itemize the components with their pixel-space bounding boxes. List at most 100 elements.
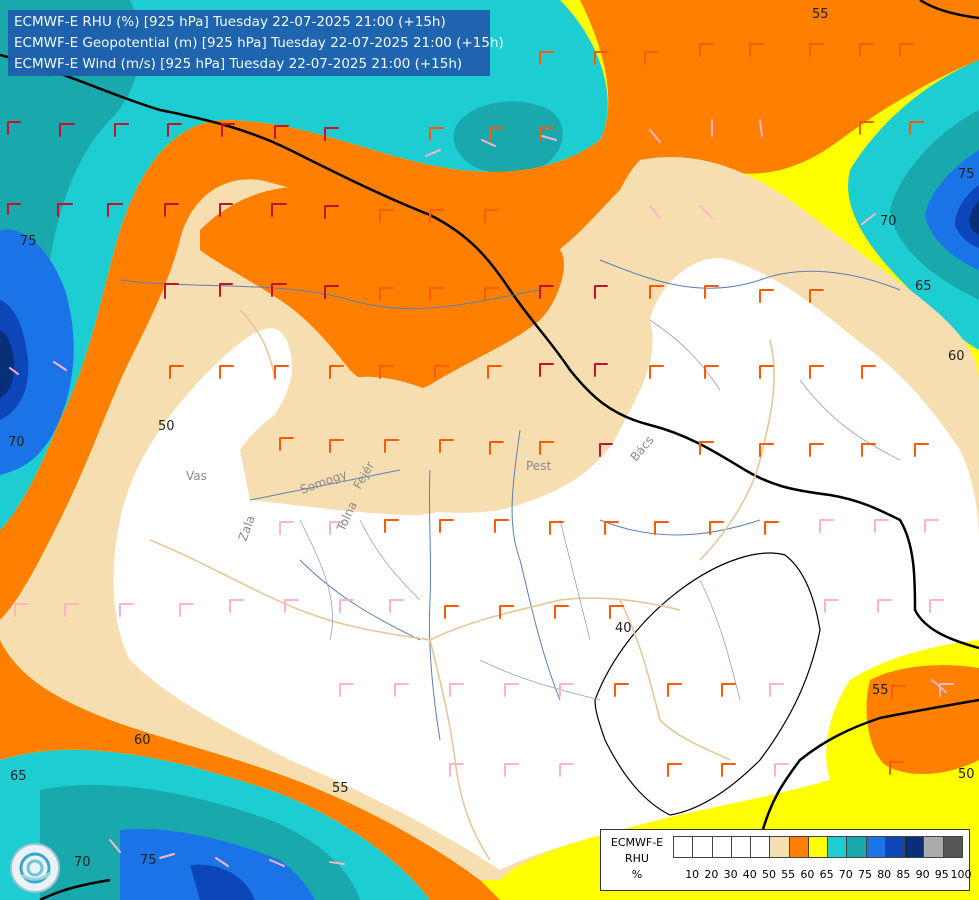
wind-barb (274, 125, 289, 139)
wind-barb (53, 361, 67, 371)
wind-barb (759, 119, 763, 137)
field-navy-ne (969, 200, 979, 235)
wind-barb (434, 365, 449, 379)
wind-barb (599, 443, 613, 457)
contour-label: 40 (615, 621, 632, 636)
wind-barb (861, 443, 876, 457)
wind-barb (159, 853, 175, 859)
wind-barb (329, 521, 344, 535)
wind-barb (269, 859, 285, 867)
wind-barb (594, 285, 608, 299)
wind-barb (539, 363, 554, 377)
legend-swatch (712, 837, 732, 857)
wind-barb (484, 209, 499, 223)
wind-barb (859, 43, 874, 57)
wind-barb (704, 285, 719, 299)
legend-tick-label: 75 (858, 868, 872, 881)
wind-barb (164, 203, 179, 217)
wind-barb (559, 763, 574, 777)
wind-barb (329, 439, 344, 453)
wind-barb (877, 599, 892, 613)
field-white (113, 258, 979, 870)
wind-barb (824, 599, 839, 613)
wind-barb (119, 603, 134, 617)
field-blue-w (0, 229, 74, 475)
county-lines (299, 319, 901, 701)
wind-barb (439, 439, 454, 453)
wind-barb (559, 683, 574, 697)
wind-barb (429, 287, 444, 301)
legend-swatch (789, 837, 809, 857)
wind-barb (429, 209, 444, 223)
wind-barb (539, 127, 554, 141)
contour-label: 65 (915, 279, 932, 294)
wind-barb (271, 283, 287, 297)
wind-barb (859, 121, 874, 135)
wind-barb (339, 599, 354, 613)
legend-tick-label: 65 (819, 868, 834, 881)
wind-barb (449, 763, 464, 777)
wind-barb (429, 127, 444, 141)
wind-barb (721, 683, 736, 697)
legend-swatch (943, 837, 962, 857)
field-orange-inner (200, 186, 564, 393)
wind-barb (654, 521, 669, 535)
wind-barb (484, 287, 499, 301)
wind-barb (721, 763, 736, 777)
wind-barb (114, 123, 129, 137)
legend-swatch (770, 837, 790, 857)
wind-barb (494, 519, 509, 533)
border-line-4 (39, 878, 111, 900)
map-title-panel: ECMWF-E RHU (%) [925 hPa] Tuesday 22-07-… (8, 10, 504, 76)
field-darkblue-ne (955, 185, 979, 248)
contour-label: 55 (872, 683, 889, 698)
field-navy-w (0, 330, 15, 398)
field-cream-inner (240, 376, 540, 515)
wind-barb (609, 605, 624, 619)
wind-barb (861, 213, 876, 225)
wind-barb (329, 861, 345, 865)
wind-barb (487, 365, 502, 379)
wind-barb (924, 519, 939, 533)
wind-barb (759, 365, 774, 379)
border-line-3 (919, 0, 979, 20)
wind-barb (709, 521, 724, 535)
wind-barb (339, 683, 354, 697)
wind-barb (379, 365, 394, 379)
logo-icon (10, 843, 60, 893)
wind-barb (379, 287, 394, 301)
wind-barb (499, 605, 514, 619)
contour-label: 50 (158, 419, 175, 434)
field-teal-nw-blob (453, 101, 563, 175)
wind-barb (931, 679, 947, 693)
title-line-geopotential: ECMWF-E Geopotential (m) [925 hPa] Tuesd… (14, 35, 504, 51)
wind-barb (109, 839, 121, 853)
legend-tick-label: 90 (915, 868, 930, 881)
wind-barb (271, 203, 287, 217)
wind-barb (481, 139, 496, 147)
legend-title-variable: RHU (625, 852, 649, 865)
wind-barb (889, 761, 904, 775)
wind-barb (7, 203, 21, 215)
wind-barb (699, 205, 713, 219)
legend-tick-label: 20 (704, 868, 719, 881)
wind-barb (59, 123, 75, 137)
wind-barb (539, 441, 554, 455)
legend-swatch (885, 837, 906, 857)
rivers (119, 259, 901, 741)
wind-barb (425, 149, 441, 157)
wind-barb (759, 443, 774, 457)
wind-barb (649, 129, 661, 143)
wind-barb (874, 519, 889, 533)
contour-label: 60 (948, 349, 965, 364)
wind-barb (221, 123, 235, 137)
wind-barb (819, 519, 834, 533)
wind-barb (489, 127, 504, 141)
wind-barb (489, 441, 504, 455)
wind-barb (219, 203, 233, 217)
border-line-1 (0, 53, 979, 650)
wind-barb (929, 599, 944, 613)
legend-tick-label: 30 (723, 868, 738, 881)
wind-barb (164, 283, 179, 299)
